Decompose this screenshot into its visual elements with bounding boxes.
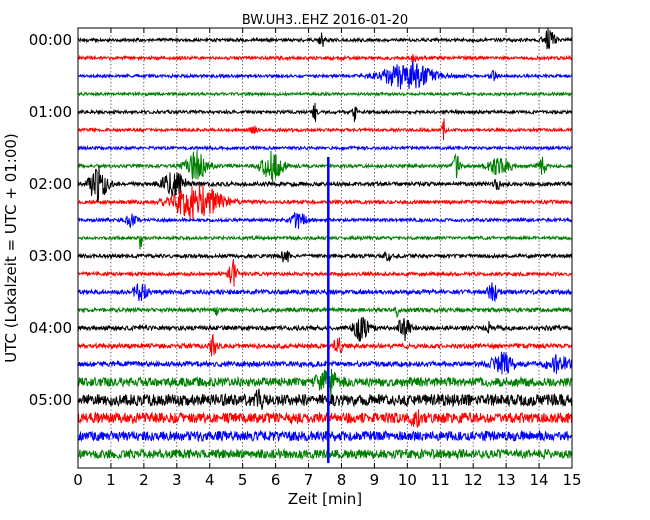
plot-frame — [77, 27, 573, 469]
trace-4 — [78, 102, 572, 123]
trace-1 — [78, 53, 572, 63]
trace-19 — [78, 368, 572, 396]
y-axis: 00:00 01:00 02:00 03:00 04:00 05:00 — [29, 31, 572, 409]
trace-3 — [78, 90, 572, 98]
trace-23 — [78, 447, 572, 461]
x-tick-label: 7 — [304, 471, 314, 489]
y-tick-label: 02:00 — [29, 175, 72, 193]
x-tick-label: 13 — [497, 471, 516, 489]
x-tick-label: 9 — [370, 471, 380, 489]
x-axis-label: Zeit [min] — [288, 490, 362, 508]
trace-11 — [78, 234, 572, 250]
x-tick-label: 4 — [205, 471, 215, 489]
trace-12 — [78, 250, 572, 263]
y-tick-label: 05:00 — [29, 391, 72, 409]
trace-21 — [78, 409, 572, 428]
trace-group — [78, 28, 572, 463]
trace-10 — [78, 211, 572, 229]
y-tick-label: 01:00 — [29, 103, 72, 121]
trace-9 — [78, 184, 572, 220]
x-tick-label: 3 — [172, 471, 182, 489]
x-axis: 0 1 2 3 4 5 6 7 8 9 10 11 12 13 14 15 — [73, 28, 582, 489]
x-tick-label: 5 — [238, 471, 248, 489]
vertical-grid — [110, 28, 540, 468]
x-tick-label: 14 — [530, 471, 549, 489]
trace-2 — [78, 60, 572, 90]
trace-14 — [78, 282, 572, 303]
y-tick-label: 03:00 — [29, 247, 72, 265]
trace-13 — [78, 259, 572, 287]
y-tick-label: 04:00 — [29, 319, 72, 337]
trace-20 — [78, 388, 572, 410]
x-tick-label: 11 — [431, 471, 450, 489]
trace-6 — [78, 144, 572, 152]
trace-0 — [78, 28, 572, 50]
trace-18 — [78, 351, 572, 375]
trace-22 — [78, 429, 572, 443]
trace-8 — [78, 166, 572, 203]
x-tick-label: 0 — [73, 471, 83, 489]
x-tick-label: 8 — [337, 471, 347, 489]
x-tick-label: 6 — [271, 471, 281, 489]
x-tick-label: 1 — [106, 471, 116, 489]
x-tick-label: 12 — [464, 471, 483, 489]
x-tick-label: 15 — [562, 471, 581, 489]
x-tick-label: 10 — [398, 471, 417, 489]
trace-15 — [78, 306, 572, 318]
y-axis-label: UTC (Lokalzeit = UTC + 01:00) — [2, 133, 20, 363]
trace-16 — [78, 316, 572, 343]
trace-5 — [78, 118, 572, 141]
chart-title: BW.UH3..EHZ 2016-01-20 — [242, 13, 408, 28]
x-tick-label: 2 — [139, 471, 149, 489]
y-tick-label: 00:00 — [29, 31, 72, 49]
trace-7 — [78, 150, 572, 182]
trace-17 — [78, 333, 572, 357]
